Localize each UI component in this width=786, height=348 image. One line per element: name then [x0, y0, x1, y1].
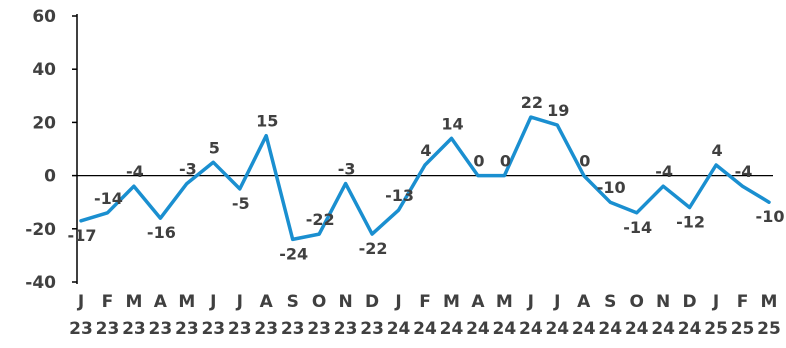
x-tick-label-month: F — [737, 292, 749, 312]
x-tick-label-year: 24 — [545, 319, 569, 339]
x-tick-label-month: J — [394, 292, 401, 312]
x-tick-label-year: 24 — [678, 319, 702, 339]
x-tick-label-month: N — [338, 292, 352, 312]
x-tick-label-year: 23 — [254, 319, 278, 339]
x-tick-label-month: D — [365, 292, 379, 312]
data-label: -10 — [756, 207, 785, 226]
data-label: -10 — [597, 178, 626, 197]
x-tick-label-month: J — [712, 292, 719, 312]
data-label: -22 — [359, 239, 388, 258]
x-tick-label-year: 24 — [519, 319, 543, 339]
data-label: 0 — [473, 152, 484, 171]
data-label: 4 — [712, 141, 723, 160]
data-label: -14 — [623, 218, 652, 237]
x-tick-label-year: 23 — [96, 319, 120, 339]
x-tick-label-year: 24 — [651, 319, 675, 339]
x-tick-label-year: 24 — [466, 319, 490, 339]
x-axis-tick-labels: J23F23M23A23M23J23J23A23S23O23N23D23J24F… — [69, 292, 781, 339]
x-tick-label-month: A — [260, 292, 274, 312]
x-tick-label-year: 25 — [704, 319, 728, 339]
data-label: -4 — [735, 162, 753, 181]
data-label: 19 — [547, 101, 569, 120]
x-tick-label-year: 23 — [69, 319, 93, 339]
y-tick-label: 60 — [32, 7, 56, 27]
data-label: -13 — [385, 186, 414, 205]
x-tick-label-year: 24 — [625, 319, 649, 339]
data-label: -22 — [306, 210, 335, 229]
x-tick-label-year: 23 — [201, 319, 225, 339]
data-label: -17 — [68, 226, 97, 245]
x-tick-label-year: 24 — [493, 319, 517, 339]
x-tick-label-year: 23 — [281, 319, 305, 339]
x-tick-label-year: 23 — [228, 319, 252, 339]
x-tick-label-year: 23 — [175, 319, 199, 339]
data-label: 0 — [500, 152, 511, 171]
x-tick-label-month: O — [629, 292, 643, 312]
x-tick-label-month: M — [761, 292, 778, 312]
data-label: -4 — [126, 162, 144, 181]
data-label: -3 — [179, 160, 197, 179]
x-tick-label-month: F — [419, 292, 431, 312]
y-tick-label: 40 — [32, 60, 56, 80]
x-tick-label-year: 24 — [572, 319, 596, 339]
x-tick-label-year: 23 — [360, 319, 384, 339]
x-tick-label-year: 23 — [149, 319, 173, 339]
x-tick-label-year: 24 — [440, 319, 464, 339]
x-tick-label-month: S — [287, 292, 299, 312]
x-tick-label-month: M — [443, 292, 460, 312]
data-label: 22 — [521, 93, 543, 112]
data-label: 15 — [256, 112, 278, 131]
x-tick-label-month: M — [178, 292, 195, 312]
y-tick-label: 0 — [44, 167, 56, 187]
x-tick-label-year: 23 — [122, 319, 146, 339]
data-label: -4 — [655, 162, 673, 181]
x-tick-label-month: M — [125, 292, 142, 312]
x-tick-label-month: A — [471, 292, 485, 312]
data-label: -24 — [279, 244, 308, 263]
y-axis-tick-labels: 60 40 20 0 -20 -40 — [25, 7, 77, 293]
x-tick-label-month: J — [553, 292, 560, 312]
data-label: 5 — [209, 138, 220, 157]
x-tick-label-month: J — [77, 292, 84, 312]
data-label: 4 — [420, 141, 431, 160]
x-tick-label-month: O — [312, 292, 326, 312]
x-tick-label-month: D — [683, 292, 697, 312]
data-label: -16 — [147, 223, 176, 242]
x-tick-label-month: F — [102, 292, 114, 312]
x-tick-label-month: S — [604, 292, 616, 312]
x-tick-label-month: N — [656, 292, 670, 312]
x-tick-label-month: J — [527, 292, 534, 312]
x-tick-label-year: 25 — [757, 319, 781, 339]
series-line — [79, 115, 771, 242]
data-label: 0 — [579, 152, 590, 171]
x-tick-label-month: A — [154, 292, 168, 312]
y-tick-label: -40 — [25, 273, 56, 293]
x-tick-label-month: J — [236, 292, 243, 312]
x-tick-label-month: J — [209, 292, 216, 312]
x-tick-label-year: 24 — [413, 319, 437, 339]
data-label: -5 — [232, 194, 250, 213]
x-tick-label-month: M — [496, 292, 513, 312]
y-tick-label: -20 — [25, 220, 56, 240]
x-tick-label-year: 24 — [598, 319, 622, 339]
data-label: -12 — [676, 213, 705, 232]
x-tick-label-month: A — [577, 292, 591, 312]
x-tick-label-year: 23 — [307, 319, 331, 339]
x-tick-label-year: 24 — [387, 319, 411, 339]
y-tick-label: 20 — [32, 113, 56, 133]
data-label: 14 — [441, 114, 463, 133]
x-tick-label-year: 25 — [731, 319, 755, 339]
x-tick-label-year: 23 — [334, 319, 358, 339]
data-label: -14 — [94, 189, 123, 208]
data-label: -3 — [338, 160, 356, 179]
